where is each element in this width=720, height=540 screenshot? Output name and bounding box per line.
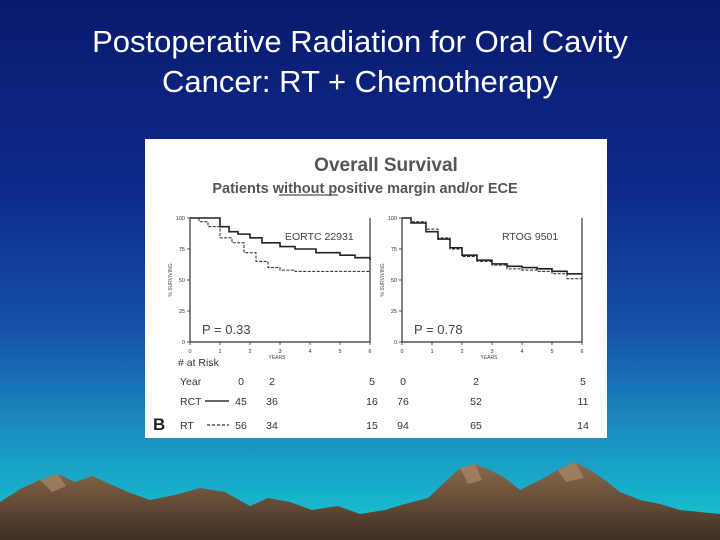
survival-figure: Overall Survival Patients without positi… — [145, 139, 607, 438]
eortc-ytick-label: 100 — [176, 216, 185, 222]
risk-cell-right: 0 — [400, 376, 406, 388]
eortc-xtick-label: 4 — [308, 349, 311, 355]
panel-label: B — [153, 415, 165, 434]
rtog-ytick-label: 50 — [391, 278, 397, 284]
rtog-ytick-label: 100 — [388, 216, 397, 222]
slide-title: Postoperative Radiation for Oral Cavity … — [0, 22, 720, 102]
risk-cell-left: 36 — [266, 396, 278, 408]
eortc-p-value: P = 0.33 — [202, 322, 251, 337]
risk-cell-right: 94 — [397, 420, 409, 432]
rtog-ylabel: % SURVIVING — [380, 263, 386, 296]
rtog-xtick-label: 3 — [490, 349, 493, 355]
eortc-xtick-label: 2 — [248, 349, 251, 355]
risk-cell-right: 76 — [397, 396, 409, 408]
rtog-ytick-label: 75 — [391, 247, 397, 253]
rtog-xlabel: YEARS — [481, 355, 499, 361]
risk-cell-right: 5 — [580, 376, 586, 388]
risk-row-label: Year — [180, 376, 202, 388]
rtog-p-value: P = 0.78 — [414, 322, 463, 337]
risk-cell-left: 56 — [235, 420, 247, 432]
rtog-xtick-label: 5 — [550, 349, 553, 355]
rtog-ytick-label: 0 — [394, 340, 397, 346]
mountain-range — [0, 462, 720, 540]
risk-cell-right: 14 — [577, 420, 589, 432]
eortc-ytick-label: 0 — [182, 340, 185, 346]
eortc-xtick-label: 1 — [218, 349, 221, 355]
risk-table: # at Risk Year 0 2 5 0 2 5 RCT 45 36 16 76 52 11 RT 56 3… — [178, 357, 589, 432]
slide-title-line-2: Cancer: RT + Chemotherapy — [161, 64, 559, 99]
eortc-series-rct — [190, 217, 371, 261]
risk-header: # at Risk — [178, 357, 220, 369]
risk-cell-left: 16 — [366, 396, 378, 408]
rtog-xtick-label: 2 — [460, 349, 463, 355]
figure-subheading: Patients without positive margin and/or … — [212, 181, 518, 197]
eortc-ytick-label: 25 — [179, 309, 185, 315]
eortc-xtick-label: 6 — [368, 349, 371, 355]
eortc-panel-title: EORTC 22931 — [285, 231, 354, 243]
risk-cell-left: 45 — [235, 396, 247, 408]
eortc-ytick-label: 50 — [179, 278, 185, 284]
risk-cell-left: 0 — [238, 376, 244, 388]
eortc-xlabel: YEARS — [269, 355, 287, 361]
eortc-xtick-label: 5 — [338, 349, 341, 355]
risk-cell-right: 2 — [473, 376, 479, 388]
risk-row-label: RCT — [180, 396, 202, 408]
eortc-xtick-label: 3 — [278, 349, 281, 355]
survival-figure-svg: Overall Survival Patients without positi… — [153, 155, 589, 434]
risk-cell-left: 5 — [369, 376, 375, 388]
rtog-xtick-label: 4 — [520, 349, 523, 355]
rtog-xtick-label: 0 — [400, 349, 403, 355]
risk-cell-right: 65 — [470, 420, 482, 432]
rtog-series-rct — [402, 217, 582, 275]
risk-cell-left: 15 — [366, 420, 378, 432]
eortc-series-rt — [190, 217, 370, 272]
rtog-series-rt — [402, 217, 583, 280]
risk-cell-right: 52 — [470, 396, 482, 408]
plot-eortc: 0 25 50 75 100 0 1 2 3 4 5 6 YEARS % SURVIVING EORTC 2… — [168, 216, 372, 361]
eortc-xtick-label: 0 — [188, 349, 191, 355]
rtog-panel-title: RTOG 9501 — [502, 231, 558, 243]
plot-rtog: 0 25 50 75 100 0 1 2 3 4 5 6 YEARS % SURVIVING RTOG 95… — [380, 216, 584, 361]
figure-heading: Overall Survival — [314, 155, 458, 176]
rtog-xtick-label: 1 — [430, 349, 433, 355]
rtog-xtick-label: 6 — [580, 349, 583, 355]
risk-cell-right: 11 — [578, 396, 589, 408]
risk-row-label: RT — [180, 420, 194, 432]
eortc-ytick-label: 75 — [179, 247, 185, 253]
risk-cell-left: 34 — [266, 420, 278, 432]
rtog-ytick-label: 25 — [391, 309, 397, 315]
slide-title-line-1: Postoperative Radiation for Oral Cavity — [92, 24, 628, 59]
eortc-ylabel: % SURVIVING — [168, 263, 174, 296]
risk-cell-left: 2 — [269, 376, 275, 388]
